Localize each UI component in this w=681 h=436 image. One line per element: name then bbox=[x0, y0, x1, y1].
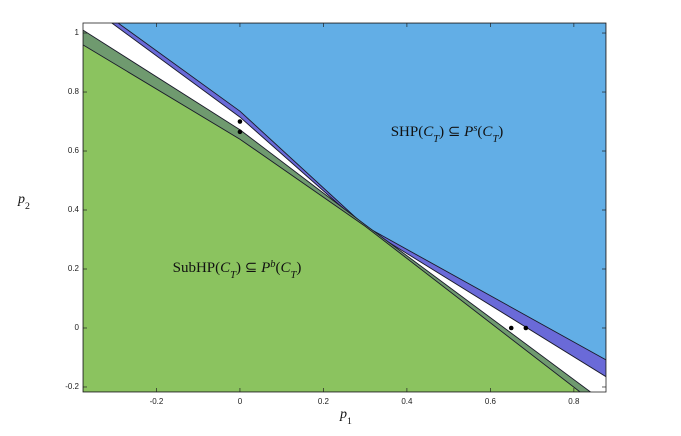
point bbox=[237, 129, 243, 135]
x-tick-label: 0.4 bbox=[401, 397, 413, 406]
text-part: 1 bbox=[347, 416, 352, 427]
text-part: T bbox=[433, 134, 440, 145]
text-part: ) bbox=[498, 124, 503, 140]
text-part: ) ⊆ bbox=[439, 124, 464, 140]
x-axis-label: p1 bbox=[339, 407, 352, 427]
y-tick-label: 0.6 bbox=[68, 146, 80, 155]
annotation: SubHP(CT) ⊆ Pb(CT) bbox=[173, 259, 302, 281]
text-part: SHP( bbox=[391, 124, 424, 140]
text-part: T bbox=[291, 270, 298, 281]
region bbox=[117, 23, 606, 361]
text-part: C bbox=[220, 260, 231, 276]
text-part: ) ⊆ bbox=[236, 260, 261, 276]
annotation: SHP(CT) ⊆ Ps(CT) bbox=[391, 123, 504, 145]
y-tick-label: 1 bbox=[75, 28, 80, 37]
regions bbox=[83, 23, 606, 392]
text-part: T bbox=[230, 270, 237, 281]
x-tick-label: 0.6 bbox=[485, 397, 497, 406]
text-part: ( bbox=[477, 124, 482, 140]
text-part: ( bbox=[276, 260, 281, 276]
x-tick-label: 0.2 bbox=[318, 397, 330, 406]
text-part: C bbox=[423, 124, 434, 140]
text-part: p bbox=[339, 407, 347, 422]
y-tick-label: 0.8 bbox=[68, 87, 80, 96]
text-part: s bbox=[473, 123, 477, 134]
x-tick-label: 0 bbox=[238, 397, 243, 406]
overlay: -0.2 0 0.2 0.4 0.6 0.8-0.200.20.40.60.81p1p2S… bbox=[17, 22, 607, 427]
plot-frame bbox=[82, 22, 607, 393]
point bbox=[508, 325, 514, 331]
y-tick-label: -0.2 bbox=[65, 382, 79, 391]
text-part: C bbox=[482, 124, 493, 140]
text-part: SubHP( bbox=[173, 260, 221, 276]
text-part: 2 bbox=[25, 201, 30, 212]
y-tick-label: 0.4 bbox=[68, 205, 80, 214]
point bbox=[237, 119, 243, 124]
text-part: C bbox=[281, 260, 292, 276]
region bbox=[83, 44, 581, 392]
y-tick-label: 0 bbox=[75, 323, 80, 332]
point bbox=[523, 325, 529, 331]
text-part: b bbox=[270, 259, 275, 270]
text-part: P bbox=[260, 260, 270, 276]
y-tick-label: 0.2 bbox=[68, 264, 80, 273]
x-tick-label: -0.2 bbox=[150, 397, 164, 406]
text-part: T bbox=[492, 134, 499, 145]
text-part: p bbox=[17, 192, 25, 207]
y-axis-label: p2 bbox=[17, 192, 30, 212]
text-part: ) bbox=[296, 260, 301, 276]
text-part: P bbox=[463, 124, 473, 140]
x-tick-label: 0.8 bbox=[568, 397, 580, 406]
